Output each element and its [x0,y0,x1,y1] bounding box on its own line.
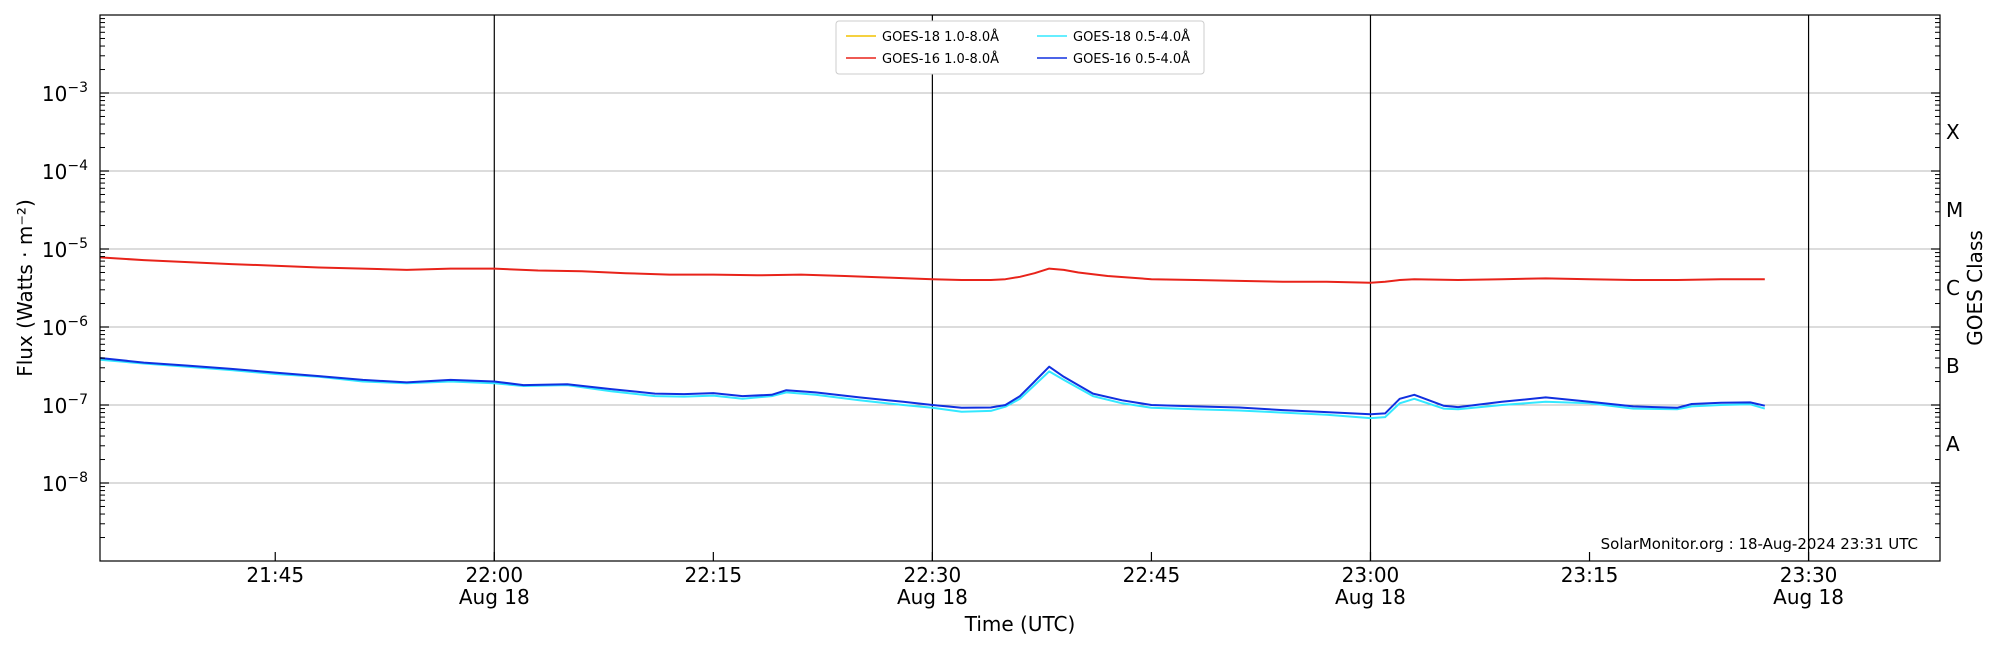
legend-box [835,20,1205,75]
right-axis-label: GOES Class [1963,230,1987,346]
y-tick-label: 10−6 [42,314,88,340]
credit-text: SolarMonitor.org : 18-Aug-2024 23:31 UTC [1601,535,1918,553]
x-tick-label: 23:15 [1561,563,1619,587]
x-tick-date-label: Aug 18 [1335,585,1406,609]
legend-entry-label: GOES-18 1.0-8.0Å [882,29,999,45]
x-tick-label: 21:45 [246,563,304,587]
x-tick-label: 23:00 [1342,563,1400,587]
legend: GOES-18 1.0-8.0Å GOES-16 1.0-8.0Å GOES-18 … [835,20,1205,75]
y-tick-label: 10−7 [42,392,88,418]
goes-class-label: X [1946,120,1960,144]
goes-class-label: A [1946,432,1960,456]
y-tick-label: 10−5 [42,236,88,262]
series-line [99,256,1765,284]
y-tick-label: 10−4 [42,158,88,184]
x-tick-label: 22:15 [685,563,743,587]
y-tick-label: 10−3 [42,80,88,106]
x-tick-label: 22:30 [904,563,962,587]
goes-class-label: M [1946,198,1963,222]
x-tick-date-label: Aug 18 [897,585,968,609]
y-axis-ticks: 10−8 10−7 10−6 10−5 10−4 10−3 [42,18,1940,539]
x-tick-date-label: Aug 18 [459,585,530,609]
x-axis-label: Time (UTC) [964,612,1076,636]
legend-entry-label: GOES-16 1.0-8.0Å [882,51,999,67]
x-tick-date-label: Aug 18 [1773,585,1844,609]
goes-class-labels: A B C M X [1946,120,1963,456]
x-tick-label: 23:30 [1780,563,1838,587]
legend-entry-label: GOES-18 0.5-4.0Å [1073,29,1190,45]
goes-class-label: B [1946,354,1960,378]
series-line [99,358,1766,420]
grid-lines [100,92,1940,484]
series-line [99,357,1766,416]
y-axis-label: Flux (Watts · m⁻²) [13,199,37,377]
legend-entry-label: GOES-16 0.5-4.0Å [1073,51,1190,67]
x-tick-label: 22:00 [465,563,523,587]
goes-class-label: C [1946,276,1960,300]
x-tick-label: 22:45 [1123,563,1181,587]
plot-frame [99,14,1941,562]
y-tick-label: 10−8 [42,470,88,496]
time-marker-lines [493,15,1810,561]
data-series [99,256,1766,420]
